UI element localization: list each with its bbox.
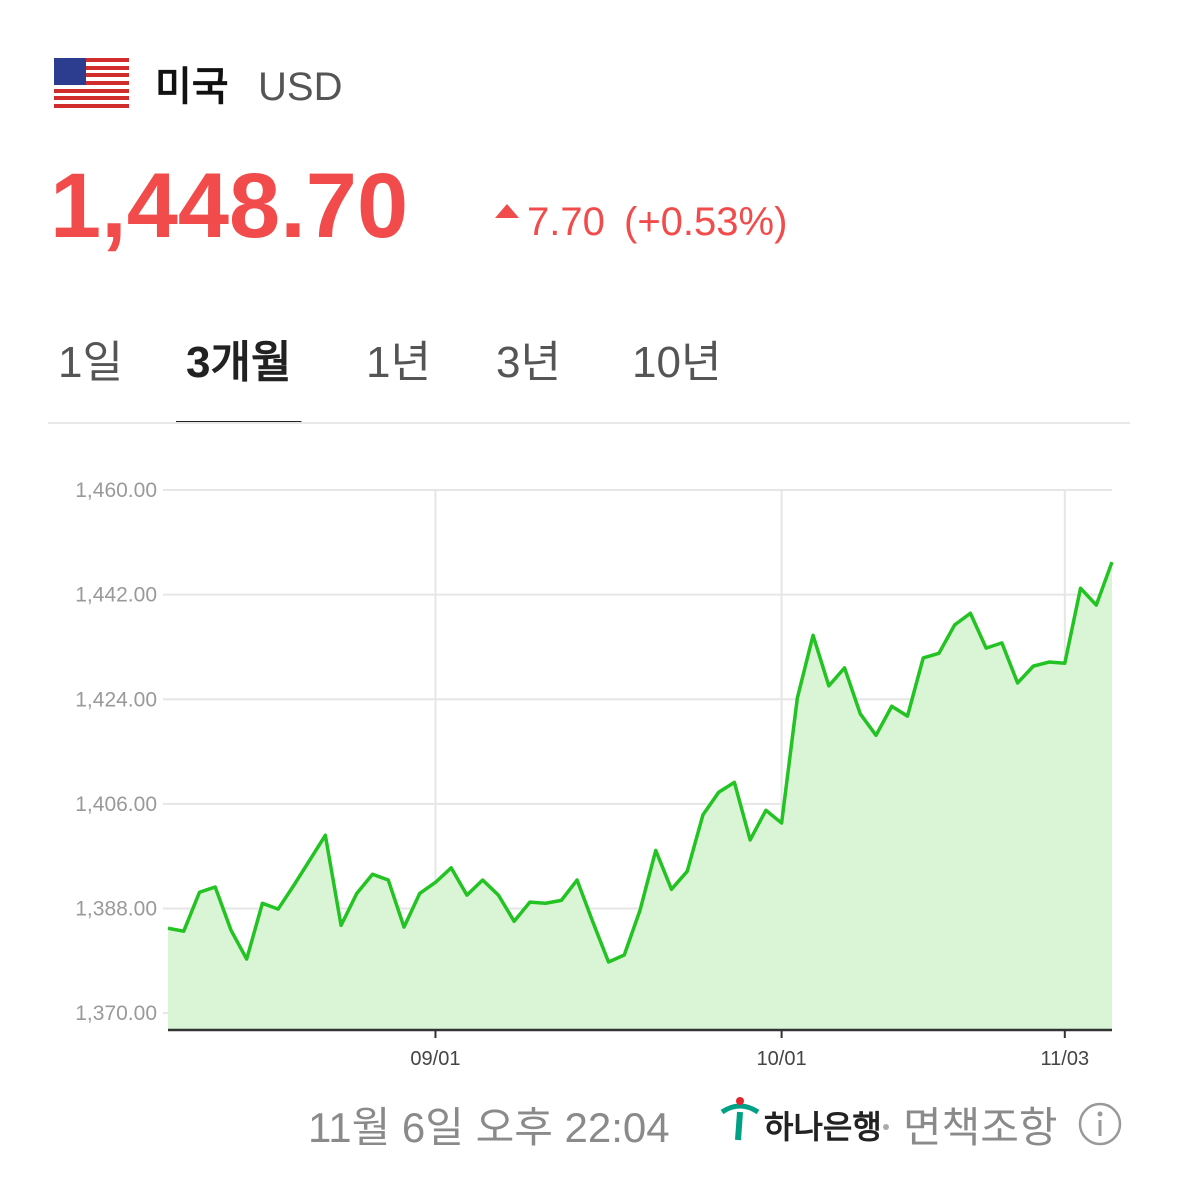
price: 1,448.70 xyxy=(50,155,408,257)
x-tick-label: 09/01 xyxy=(410,1048,460,1070)
chart: 1,370.00 1,388.00 1,406.00 1,424.00 1,442.00… xyxy=(75,479,1114,1070)
tab[interactable]: 1년 xyxy=(366,338,431,387)
country: 미국 xyxy=(155,65,229,109)
tab[interactable]: 10년 xyxy=(632,338,721,387)
bank-logo xyxy=(720,1097,760,1141)
disclaimer[interactable]: 면책조항 xyxy=(903,1104,1058,1151)
y-tick-label: 1,424.00 xyxy=(75,688,157,711)
line xyxy=(167,561,1114,964)
y-tick-label: 1,442.00 xyxy=(75,584,157,607)
tab[interactable]: 3년 xyxy=(496,338,561,387)
separator-dot xyxy=(883,1124,889,1130)
up-arrow xyxy=(495,204,519,218)
y-tick-label: 1,460.00 xyxy=(75,479,157,502)
timestamp: 11월 6일 오후 22:04 xyxy=(308,1104,670,1151)
us-flag xyxy=(54,58,129,108)
y-tick-label: 1,406.00 xyxy=(75,793,157,816)
currency: USD xyxy=(258,65,342,109)
change: 7.70 xyxy=(527,200,605,244)
tab[interactable]: 3개월 xyxy=(186,338,291,387)
change-percent: (+0.53%) xyxy=(624,200,787,244)
tab[interactable]: 1일 xyxy=(58,338,123,387)
y-tick-label: 1,370.00 xyxy=(75,1002,157,1025)
x-tick-label: 10/01 xyxy=(757,1048,807,1070)
bank-name: 하나은행 xyxy=(764,1109,882,1145)
x-tick-label: 11/03 xyxy=(1041,1048,1090,1070)
tabs: 1일 3개월 1년 3년 10년 xyxy=(58,338,721,424)
area-fill xyxy=(168,562,1112,1030)
y-tick-label: 1,388.00 xyxy=(75,898,157,921)
info-icon[interactable] xyxy=(1078,1102,1122,1146)
